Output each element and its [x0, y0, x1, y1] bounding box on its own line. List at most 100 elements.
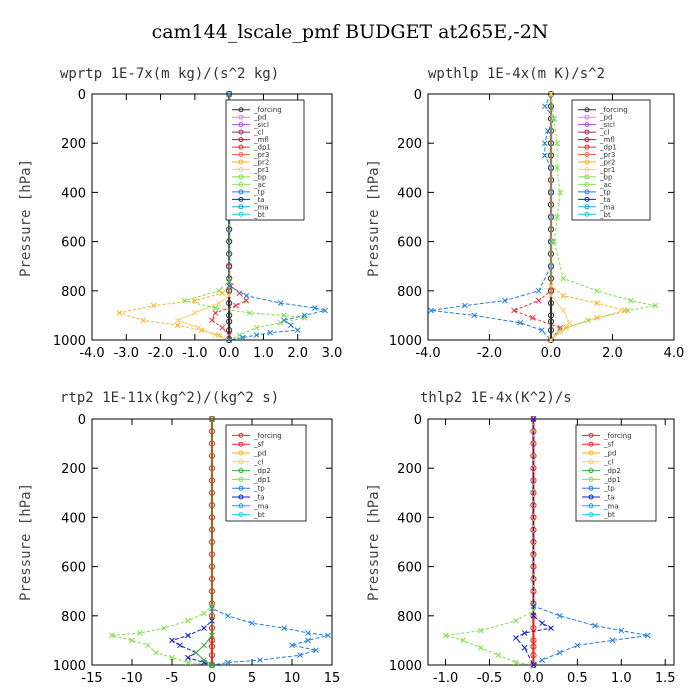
- y-tick-label: 0: [78, 413, 86, 428]
- data-point: [644, 632, 651, 639]
- data-point: [226, 292, 232, 299]
- series-line-pr2: [550, 94, 627, 341]
- legend-label: _cl: [603, 458, 613, 466]
- legend-label: _bt: [599, 211, 611, 219]
- legend-marker: [584, 174, 590, 180]
- x-tick-label: -1.0: [433, 671, 458, 686]
- data-point: [140, 317, 147, 324]
- data-point: [305, 637, 311, 644]
- panel-title: thlp2 1E-4x(K^2)/s: [420, 390, 572, 406]
- data-point: [297, 652, 303, 659]
- data-point: [530, 477, 537, 484]
- panel-title: wprtp 1E-7x(m kg)/(s^2 kg): [60, 66, 279, 82]
- legend-label: _pr2: [253, 159, 269, 167]
- y-tick-label: 1000: [389, 659, 422, 674]
- data-point: [225, 659, 231, 666]
- data-point: [547, 327, 555, 334]
- legend-label: _dp1: [253, 476, 271, 484]
- y-tick-label: 800: [397, 285, 422, 300]
- data-point: [253, 324, 260, 331]
- legend-label: _dp1: [253, 144, 271, 152]
- data-point: [529, 315, 536, 321]
- data-point: [530, 662, 537, 668]
- legend-marker: [238, 114, 244, 120]
- data-point: [521, 644, 528, 651]
- data-point: [560, 307, 567, 314]
- series-line-tp: [211, 419, 329, 666]
- data-point: [517, 319, 524, 326]
- data-point: [547, 312, 555, 319]
- data-point: [137, 630, 143, 636]
- y-tick-label: 200: [397, 462, 422, 477]
- data-point: [208, 637, 216, 644]
- data-point: [226, 312, 233, 319]
- data-point: [557, 324, 564, 331]
- data-point: [145, 642, 151, 649]
- y-tick-label: 1000: [53, 334, 86, 349]
- legend-label: _mfl: [599, 136, 615, 144]
- legend-label: _sf: [253, 441, 264, 449]
- data-point: [513, 617, 519, 624]
- data-point: [511, 307, 517, 314]
- data-point: [209, 317, 215, 324]
- y-axis-label: Pressure [hPa]: [18, 159, 34, 277]
- legend-label: _forcing: [253, 106, 282, 114]
- data-point: [185, 632, 191, 639]
- legend-marker: [584, 196, 590, 202]
- data-point: [216, 300, 222, 306]
- data-point: [209, 416, 215, 422]
- data-point: [201, 625, 207, 631]
- legend-marker: [588, 503, 594, 509]
- data-point: [530, 637, 537, 644]
- data-point: [305, 630, 311, 636]
- data-point: [539, 657, 546, 663]
- figure-title: cam144_lscale_pmf BUDGET at265E,-2N: [152, 21, 549, 43]
- x-tick-label: 0.0: [541, 346, 562, 361]
- legend-label: _forcing: [603, 432, 632, 440]
- data-point: [557, 189, 564, 196]
- data-point: [243, 297, 250, 304]
- data-point: [548, 337, 554, 343]
- legend-marker: [238, 503, 244, 509]
- x-tick-label: -1.0: [182, 346, 207, 361]
- data-point: [201, 642, 207, 649]
- data-point: [460, 637, 466, 644]
- legend-marker: [584, 144, 590, 150]
- data-point: [538, 327, 545, 334]
- legend-marker: [588, 512, 594, 518]
- legend-label: _ma: [603, 502, 619, 510]
- legend-label: _ac: [253, 181, 266, 189]
- data-point: [548, 292, 554, 299]
- data-point: [169, 654, 175, 661]
- data-point: [556, 612, 563, 619]
- data-point: [277, 300, 284, 306]
- y-tick-label: 0: [78, 88, 86, 103]
- data-point: [428, 307, 434, 314]
- y-tick-label: 600: [397, 561, 422, 576]
- legend-label: _tp: [253, 485, 265, 493]
- data-point: [462, 302, 468, 309]
- legend-marker: [588, 476, 594, 482]
- data-point: [477, 644, 484, 651]
- data-point: [281, 312, 287, 319]
- y-axis-label: Pressure [hPa]: [366, 159, 382, 277]
- data-point: [442, 632, 449, 639]
- legend-label: _ta: [603, 494, 615, 502]
- legend-marker: [588, 468, 594, 474]
- data-point: [201, 657, 207, 663]
- chart-panels: wprtp 1E-7x(m kg)/(s^2 kg) Pressure [hPa]…: [18, 66, 684, 686]
- legend-marker: [588, 432, 594, 438]
- y-tick-label: 800: [397, 610, 422, 625]
- data-point: [592, 622, 598, 629]
- data-point: [312, 305, 318, 311]
- data-point: [535, 287, 542, 294]
- data-point: [541, 140, 548, 147]
- data-point: [226, 337, 232, 343]
- x-tick-label: -15: [81, 671, 102, 686]
- data-point: [545, 128, 551, 134]
- data-point: [153, 649, 159, 656]
- legend-label: _tp: [253, 188, 265, 196]
- legend-label: _cl: [253, 458, 263, 466]
- data-point: [495, 652, 502, 659]
